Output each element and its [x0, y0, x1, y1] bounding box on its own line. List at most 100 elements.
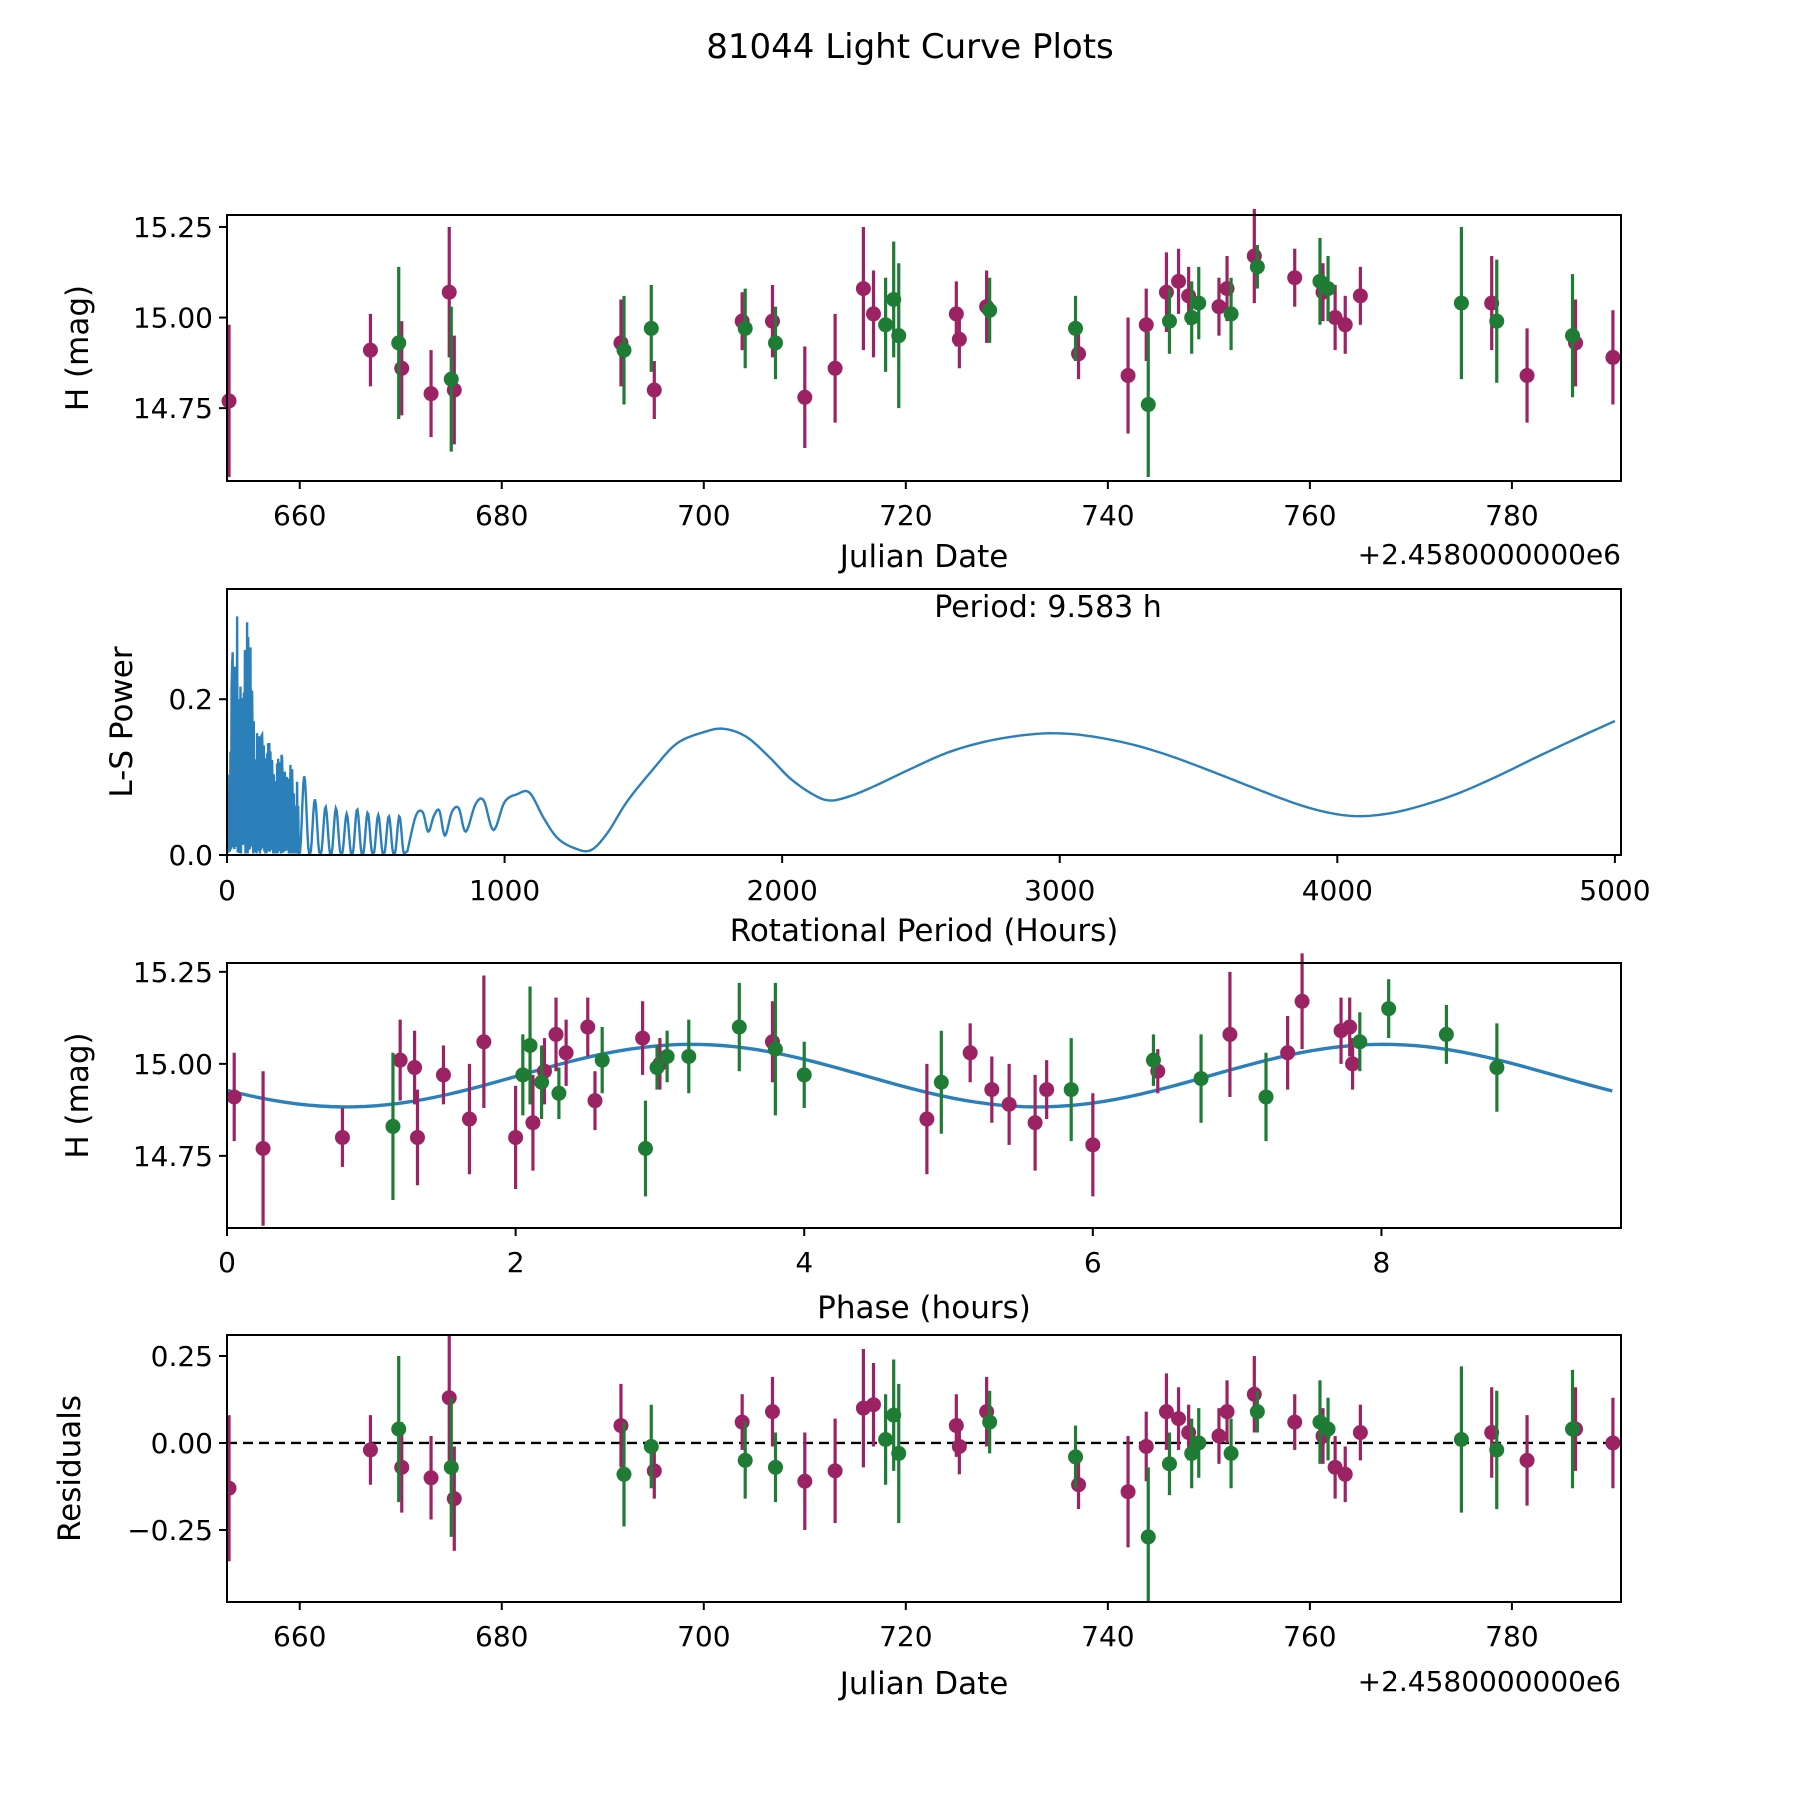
data-point — [796, 1067, 812, 1083]
data-point — [891, 328, 907, 344]
y-tick-label: −0.25 — [127, 1514, 213, 1547]
data-point — [1453, 1431, 1469, 1447]
data-point — [764, 313, 780, 329]
y-tick-label: 15.25 — [133, 956, 213, 989]
data-point — [1027, 1115, 1043, 1131]
data-point — [409, 1129, 425, 1145]
panel-periodogram: 0 1000 2000 3000 4000 5000 0.0 0.2 Rotational Pe… — [104, 588, 1651, 949]
data-point — [1184, 310, 1200, 326]
data-point — [1071, 346, 1087, 362]
data-point — [1223, 1445, 1239, 1461]
data-point — [1063, 1082, 1079, 1098]
data-point — [334, 1129, 350, 1145]
data-point — [226, 1089, 242, 1105]
axes-frame — [226, 1334, 1622, 1603]
x-axis-label: Julian Date — [838, 539, 1009, 575]
data-point — [1280, 1045, 1296, 1061]
x-tick-label: 2 — [507, 1246, 525, 1279]
data-point — [548, 1026, 564, 1042]
data-point — [551, 1085, 567, 1101]
data-point — [558, 1045, 574, 1061]
x-axis-offset-text: +2.4580000000e6 — [1358, 1665, 1621, 1698]
data-point — [1191, 1435, 1207, 1451]
data-point — [878, 1431, 894, 1447]
x-tick-label: 760 — [1283, 1620, 1336, 1653]
data-point — [1337, 1466, 1353, 1482]
data-point — [1161, 1456, 1177, 1472]
data-point — [855, 281, 871, 297]
data-point — [951, 1438, 967, 1454]
data-point — [1605, 349, 1621, 365]
data-point — [643, 320, 659, 336]
data-point — [649, 1060, 665, 1076]
x-tick-label: 0 — [218, 1246, 236, 1279]
data-point — [1138, 1438, 1154, 1454]
data-point — [1605, 1435, 1621, 1451]
data-point — [1519, 1452, 1535, 1468]
data-point — [1438, 1026, 1454, 1042]
data-point — [1337, 317, 1353, 333]
x-tick-label: 780 — [1485, 1620, 1538, 1653]
data-point — [982, 302, 998, 318]
model-fit-curve — [226, 1042, 1613, 1109]
y-axis-label: H (mag) — [60, 285, 96, 411]
data-point — [1140, 1529, 1156, 1545]
x-tick-label: 3000 — [1024, 874, 1095, 907]
x-tick-label: 700 — [677, 1620, 730, 1653]
data-point — [1342, 1019, 1358, 1035]
y-tick-label: 0.25 — [151, 1340, 213, 1373]
data-point — [768, 335, 784, 351]
data-point — [878, 317, 894, 333]
x-tick-label: 700 — [677, 499, 730, 532]
data-point — [1352, 1425, 1368, 1441]
x-tick-label: 0 — [218, 874, 236, 907]
data-point — [1068, 1449, 1084, 1465]
panel-residuals: 660 680 700 720 740 760 780 0.25 0.00 −0.25 Julian… — [52, 1334, 1622, 1702]
data-point — [362, 342, 378, 358]
x-tick-label: 680 — [475, 499, 528, 532]
x-axis-label: Julian Date — [838, 1666, 1009, 1702]
data-point — [734, 1414, 750, 1430]
x-tick-label: 2000 — [747, 874, 818, 907]
data-point — [392, 1052, 408, 1068]
data-point — [385, 1118, 401, 1134]
data-point — [587, 1093, 603, 1109]
data-point — [594, 1052, 610, 1068]
data-point — [1219, 1404, 1235, 1420]
data-point — [394, 1459, 410, 1475]
residuals-green — [391, 1355, 1581, 1602]
data-point — [423, 386, 439, 402]
data-point — [525, 1115, 541, 1131]
data-point — [1352, 288, 1368, 304]
data-point — [1320, 281, 1336, 297]
data-point — [522, 1037, 538, 1053]
data-point — [443, 1459, 459, 1475]
data-point — [1294, 993, 1310, 1009]
data-point — [1140, 397, 1156, 413]
data-point — [1519, 368, 1535, 384]
data-point — [1489, 1442, 1505, 1458]
data-point — [1565, 328, 1581, 344]
data-point — [797, 389, 813, 405]
x-axis-label: Phase (hours) — [817, 1290, 1031, 1326]
data-point — [1381, 1001, 1397, 1017]
data-point — [1489, 313, 1505, 329]
data-point — [580, 1019, 596, 1035]
data-point — [1068, 320, 1084, 336]
axes-frame — [226, 962, 1622, 1229]
data-point — [476, 1034, 492, 1050]
data-point — [982, 1414, 998, 1430]
periodogram-line — [227, 616, 1616, 855]
data-point — [441, 284, 457, 300]
data-point — [984, 1082, 1000, 1098]
data-point — [255, 1141, 271, 1156]
data-point — [508, 1129, 524, 1145]
y-tick-label: 15.00 — [133, 1048, 213, 1081]
data-point — [407, 1060, 423, 1076]
data-point — [1120, 368, 1136, 384]
y-axis-label: H (mag) — [60, 1032, 96, 1158]
data-point — [962, 1045, 978, 1061]
y-tick-label: 15.00 — [133, 302, 213, 335]
